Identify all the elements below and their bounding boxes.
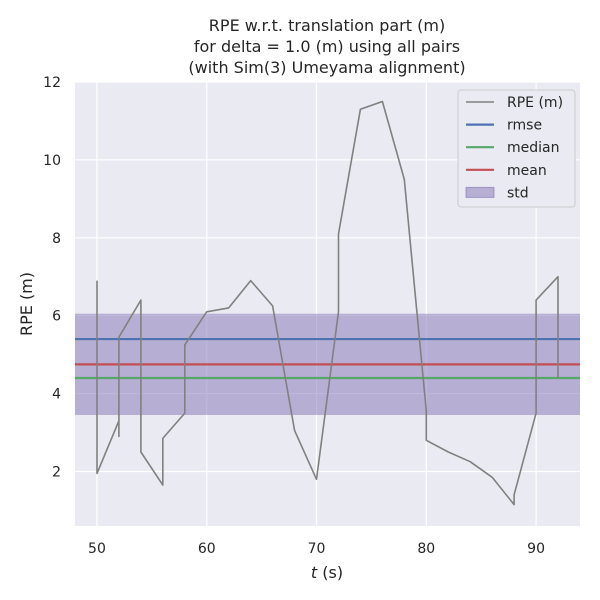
chart-title-line-2: for delta = 1.0 (m) using all pairs: [194, 37, 460, 56]
legend-swatch: [465, 186, 495, 198]
legend-label: std: [507, 185, 529, 201]
x-axis-label: t (s): [311, 563, 343, 582]
stat-lines-layer: [75, 337, 580, 380]
x-tick-label: 70: [308, 541, 326, 557]
x-tick-label: 80: [417, 541, 435, 557]
y-tick-label: 6: [52, 309, 61, 325]
x-axis-unit: (s): [317, 563, 343, 582]
x-tick-labels: 50 60 70 80 90: [88, 541, 545, 557]
y-tick-label: 10: [43, 153, 61, 169]
chart-title-line-1: RPE w.r.t. translation part (m): [209, 16, 445, 35]
legend: RPE (m) rmse median mean std: [457, 89, 576, 208]
x-tick-label: 50: [88, 541, 106, 557]
y-tick-label: 2: [52, 464, 61, 480]
x-tick-label: 90: [527, 541, 545, 557]
x-axis-variable: t: [311, 563, 318, 582]
y-tick-label: 12: [43, 75, 61, 91]
legend-label: rmse: [507, 118, 542, 134]
y-tick-labels: 2 4 6 8 10 12: [43, 75, 61, 480]
rpe-series-line: [96, 100, 559, 506]
y-tick-label: 8: [52, 231, 61, 247]
legend-box: [457, 89, 576, 208]
x-tick-label: 60: [198, 541, 216, 557]
legend-label: mean: [507, 163, 547, 179]
legend-label: RPE (m): [507, 95, 563, 111]
series-layer: [96, 100, 559, 506]
legend-label: median: [507, 140, 559, 156]
y-axis-label: RPE (m): [17, 272, 36, 336]
chart-title: RPE w.r.t. translation part (m) for delt…: [188, 16, 465, 77]
chart-title-line-3: (with Sim(3) Umeyama alignment): [188, 58, 465, 77]
y-tick-label: 4: [52, 387, 61, 403]
